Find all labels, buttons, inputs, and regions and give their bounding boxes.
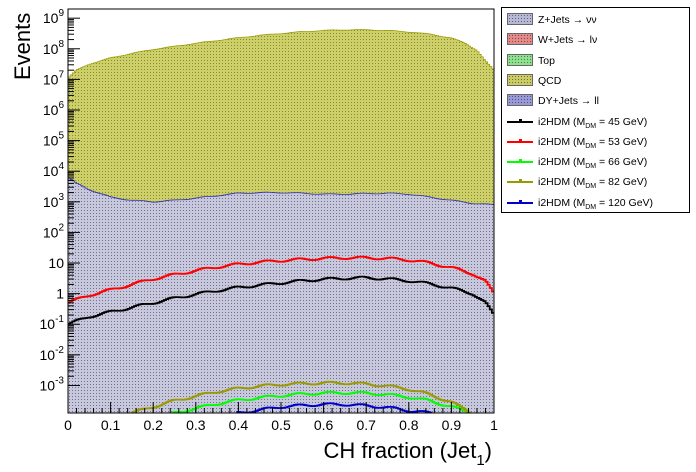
series-line-2 <box>172 390 472 413</box>
legend-label: i2HDM (MDM = 66 GeV) <box>538 156 648 171</box>
y-tick-label: 107 <box>43 69 65 87</box>
x-tick-label: 0.1 <box>101 417 121 433</box>
legend-label: i2HDM (MDM = 82 GeV) <box>538 176 648 191</box>
y-tick-label: 10 <box>48 255 64 271</box>
y-tick-label: 10-1 <box>40 314 65 332</box>
legend-label: i2HDM (MDM = 120 GeV) <box>538 196 654 211</box>
x-tick-label: 0.8 <box>399 417 419 433</box>
y-tick-label: 104 <box>43 161 65 179</box>
legend-swatch <box>507 73 533 86</box>
legend-line <box>507 120 533 123</box>
legend-swatch <box>507 33 533 46</box>
legend-label: Top <box>538 54 555 67</box>
legend-entry: i2HDM (MDM = 120 GeV) <box>502 193 689 213</box>
y-tick-label: 103 <box>43 192 65 210</box>
legend-line <box>507 181 533 184</box>
x-tick-label: 0.4 <box>229 417 249 433</box>
legend-line <box>507 201 533 204</box>
y-tick-label: 10-3 <box>40 375 65 393</box>
legend-label: W+Jets → lν <box>538 34 598 47</box>
series-line-1 <box>68 255 494 304</box>
series-line-4 <box>236 402 433 413</box>
series-line-0 <box>68 275 494 325</box>
x-axis-label: CH fraction (Jet1) <box>324 438 493 469</box>
y-tick-label: 108 <box>43 39 65 57</box>
x-tick-label: 0.6 <box>314 417 334 433</box>
legend-entry: i2HDM (MDM = 45 GeV) <box>502 112 689 132</box>
legend-entry: i2HDM (MDM = 53 GeV) <box>502 132 689 152</box>
legend-marker <box>519 138 522 142</box>
x-tick-label: 0.3 <box>186 417 206 433</box>
x-tick-label: 0.5 <box>271 417 291 433</box>
legend-label: i2HDM (MDM = 53 GeV) <box>538 135 648 150</box>
x-tick-label: 0.9 <box>442 417 462 433</box>
signal-series <box>68 255 494 413</box>
y-tick-label: 10-2 <box>40 345 65 363</box>
legend-marker <box>519 159 522 163</box>
legend-swatch <box>507 94 533 107</box>
legend-line <box>507 140 533 143</box>
legend-entry: Z+Jets → νν <box>502 10 689 30</box>
y-tick-label: 106 <box>43 100 65 118</box>
legend-label: DY+Jets → ll <box>538 95 599 108</box>
legend-entry: i2HDM (MDM = 66 GeV) <box>502 152 689 172</box>
x-tick-label: 1 <box>490 417 498 433</box>
legend-label: QCD <box>538 74 562 87</box>
x-tick-label: 0.2 <box>143 417 163 433</box>
legend-line <box>507 161 533 164</box>
legend-marker <box>519 199 522 203</box>
legend-entry: Top <box>502 51 689 71</box>
legend-swatch <box>507 53 533 66</box>
legend-entry: DY+Jets → ll <box>502 91 689 111</box>
stacked-histograms <box>68 29 494 413</box>
series-line-3 <box>129 380 474 413</box>
dy-stack-fill <box>68 177 494 413</box>
y-tick-label: 1 <box>56 286 64 302</box>
y-axis-label: Events <box>10 13 35 80</box>
legend-label: Z+Jets → νν <box>538 14 597 26</box>
legend-entry: QCD <box>502 71 689 91</box>
legend-swatch <box>507 13 533 25</box>
legend-entry: i2HDM (MDM = 82 GeV) <box>502 172 689 192</box>
legend-marker <box>519 118 522 122</box>
legend-label: i2HDM (MDM = 45 GeV) <box>538 115 648 130</box>
y-tick-label: 105 <box>43 131 65 149</box>
x-tick-label: 0 <box>64 417 72 433</box>
x-tick-label: 0.7 <box>356 417 376 433</box>
y-tick-label: 109 <box>43 8 65 26</box>
axes: 0 0.1 0.2 0.3 0.4 0.5 0.6 0.7 0.8 0.9 1 10-3 10-2 10-… <box>40 8 499 433</box>
legend-entry: W+Jets → lν <box>502 30 689 50</box>
legend-marker <box>519 179 522 183</box>
y-tick-label: 102 <box>43 222 65 240</box>
legend: Z+Jets → νν W+Jets → lν Top QCD DY+Jets → ll… <box>501 7 690 213</box>
